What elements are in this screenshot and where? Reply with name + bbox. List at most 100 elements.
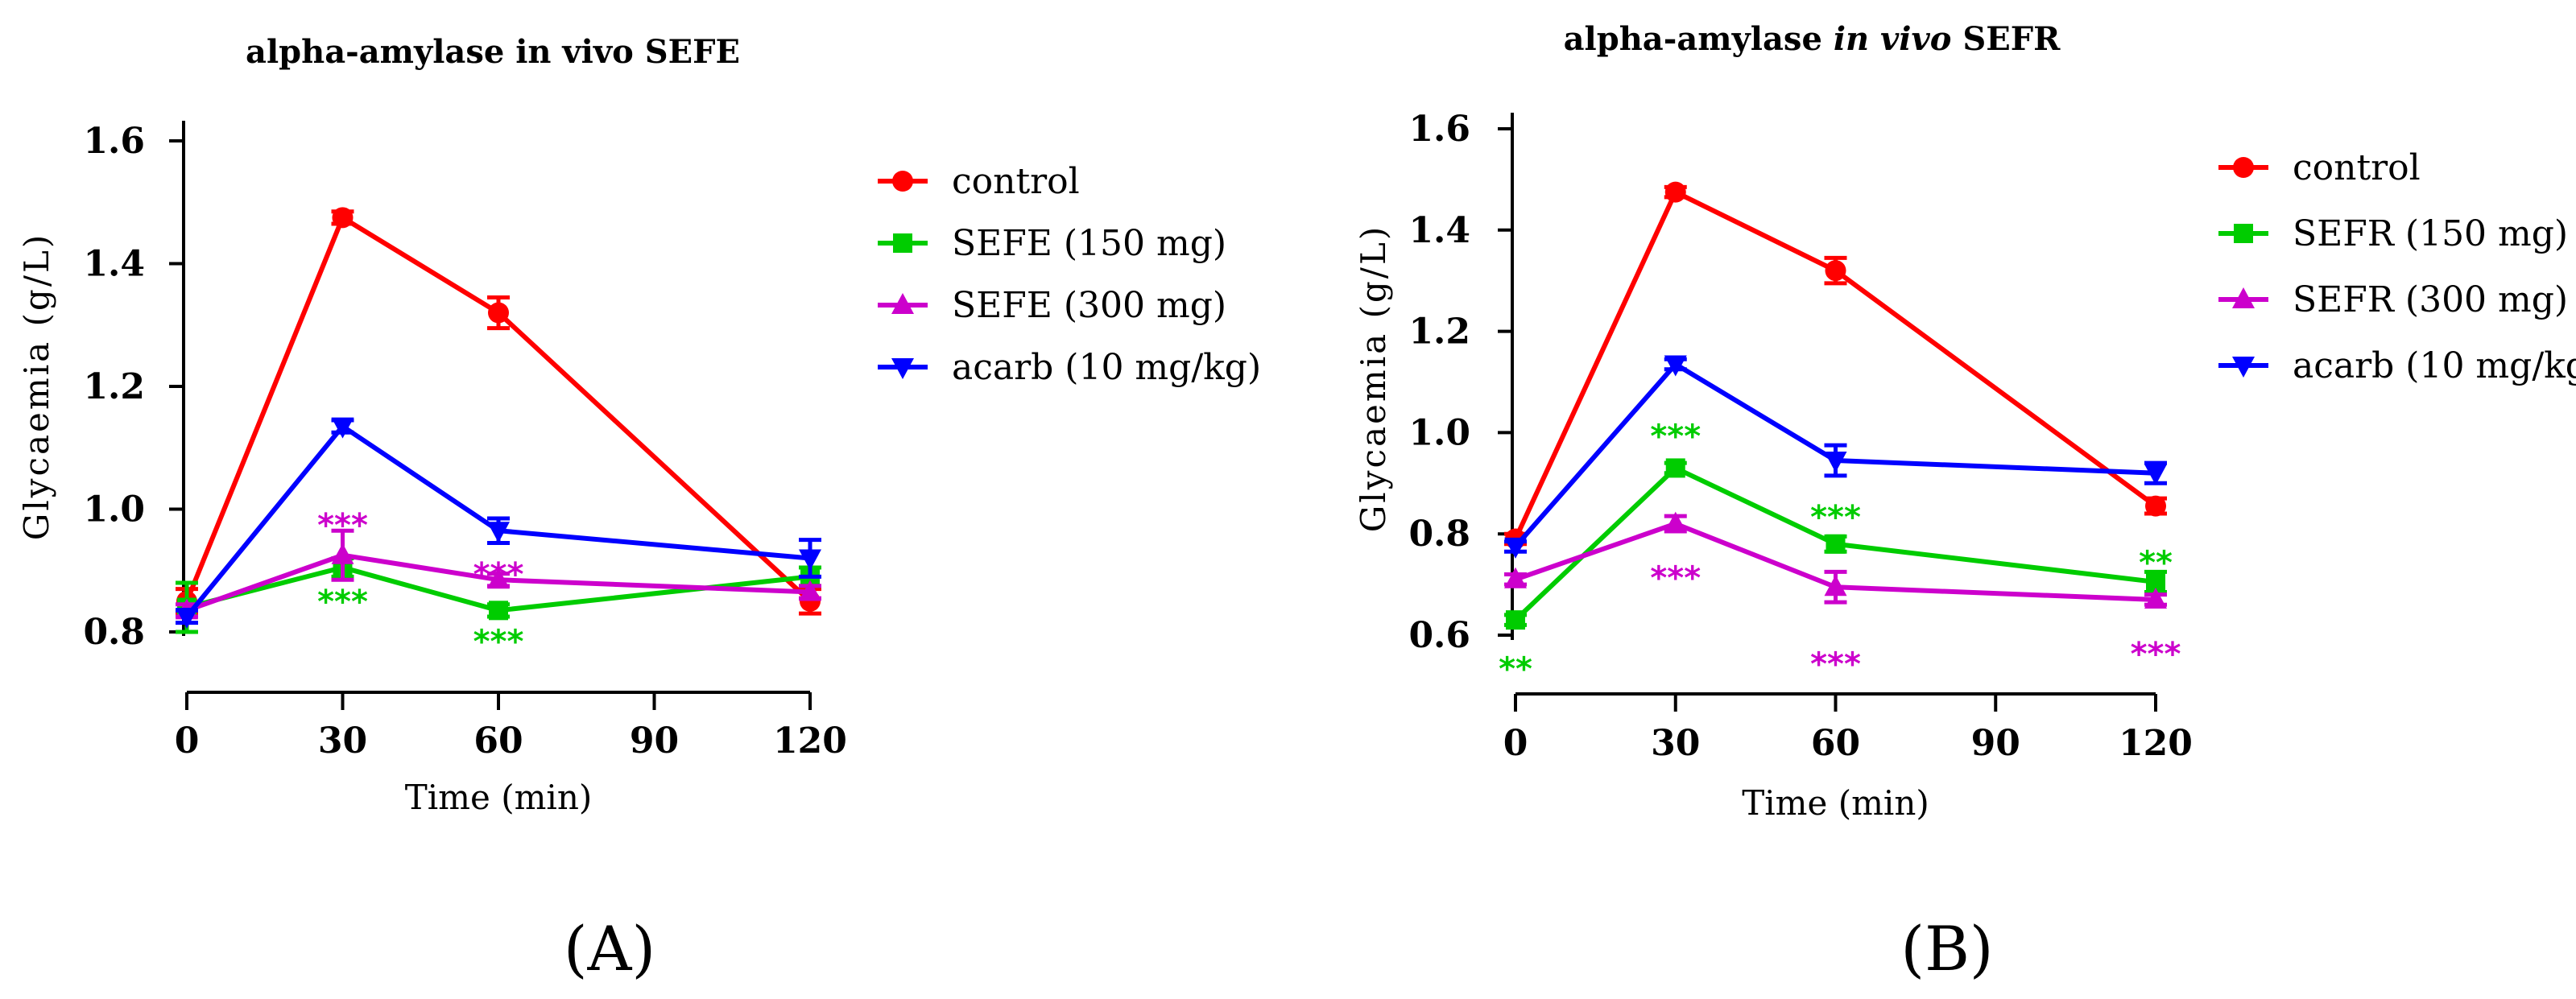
series-2 — [1504, 458, 2167, 630]
data-point — [489, 601, 508, 621]
data-point — [1506, 610, 1525, 630]
x-tick-label: 30 — [318, 720, 367, 762]
x-tick-label: 30 — [1651, 723, 1700, 764]
y-tick-label: 0.8 — [1408, 514, 1470, 555]
chart-title: alpha-amylase in vivo SEFR — [1564, 20, 2061, 58]
data-point — [1824, 575, 1847, 597]
chart-title-part: SEFR — [1951, 20, 2061, 58]
panel-b: alpha-amylase in vivo SEFR 0.6 0.8 1.0 1.2 1.… — [1354, 20, 2576, 985]
legend-label: acarb (10 mg/kg) — [2293, 345, 2576, 386]
chart-title: alpha-amylase in vivo SEFE — [246, 33, 740, 71]
data-point — [331, 417, 354, 439]
x-axis-label: Time (min) — [405, 778, 593, 817]
chart-title-part: alpha-amylase — [1564, 20, 1834, 58]
significance-label: *** — [317, 507, 368, 544]
data-point — [176, 607, 198, 629]
series-line — [1515, 521, 2156, 602]
x-axis-label: Time (min) — [1742, 783, 1929, 823]
series-line — [1513, 465, 2156, 622]
y-tick-label: 1.0 — [1408, 412, 1470, 453]
x-tick-label: 90 — [1971, 723, 2020, 764]
data-point — [1664, 181, 1686, 203]
significance-label: *** — [473, 556, 524, 593]
y-tick-label: 1.6 — [83, 121, 145, 162]
data-point — [1665, 458, 1685, 478]
y-tick-label: 1.0 — [83, 489, 145, 530]
series-4 — [176, 417, 821, 629]
legend-marker — [893, 233, 912, 253]
data-point — [2144, 587, 2167, 609]
series-line — [1513, 189, 2157, 540]
legend-label: SEFE (300 mg) — [952, 285, 1226, 326]
data-point — [487, 568, 510, 589]
data-point — [1664, 355, 1687, 377]
significance-label: ** — [2139, 545, 2173, 582]
data-point — [332, 207, 354, 229]
x-tick-label: 120 — [2119, 723, 2193, 764]
significance-label: *** — [473, 624, 524, 661]
chart-title-part: alpha-amylase in vivo SEFE — [246, 33, 740, 71]
series-line — [184, 423, 811, 618]
series-line — [184, 215, 812, 604]
legend-label: acarb (10 mg/kg) — [952, 347, 1261, 388]
panel-label: (A) — [564, 913, 655, 985]
x-tick-label: 90 — [630, 720, 679, 762]
legend-marker — [891, 358, 914, 379]
y-tick-label: 0.6 — [1408, 615, 1470, 656]
x-tick-label: 0 — [175, 720, 200, 762]
data-point — [1504, 567, 1527, 588]
x-tick-label: 60 — [1811, 723, 1860, 764]
y-tick-label: 1.6 — [1408, 109, 1470, 150]
legend-label: SEFR (300 mg) — [2293, 279, 2568, 320]
legend-marker — [2232, 357, 2255, 378]
y-tick-label: 1.4 — [83, 244, 145, 285]
series-1 — [1504, 181, 2167, 550]
significance-label: *** — [1650, 560, 1701, 597]
legend-label: control — [2293, 147, 2421, 188]
data-point — [2144, 464, 2167, 485]
legend-label: control — [952, 161, 1080, 202]
x-tick-label: 120 — [773, 720, 847, 762]
series-line — [186, 564, 811, 613]
y-tick-label: 1.2 — [83, 366, 145, 407]
legend-marker — [2233, 157, 2254, 178]
chart-title-part: in vivo — [1834, 20, 1952, 58]
data-point — [1824, 451, 1847, 473]
significance-label: *** — [1810, 499, 1861, 536]
legend-marker — [2232, 287, 2255, 308]
x-tick-label: 0 — [1503, 723, 1528, 764]
y-tick-label: 1.2 — [1408, 312, 1470, 353]
panel-a: alpha-amylase in vivo SEFE 0.8 1.0 1.2 1.4 1.… — [17, 33, 1261, 985]
legend-label: SEFR (150 mg) — [2293, 213, 2568, 254]
y-axis-label: Glycaemia (g/L) — [1354, 225, 1393, 532]
data-point — [1504, 537, 1527, 559]
data-point — [799, 580, 821, 601]
data-point — [1664, 511, 1687, 533]
data-point — [1825, 260, 1846, 282]
legend-label: SEFE (150 mg) — [952, 223, 1226, 264]
y-tick-label: 0.8 — [83, 612, 145, 653]
significance-label: *** — [317, 584, 368, 621]
data-point — [487, 522, 510, 543]
series-4 — [1504, 355, 2167, 559]
significance-label: *** — [2131, 636, 2181, 673]
x-tick-label: 60 — [473, 720, 523, 762]
series-line — [185, 552, 811, 613]
data-point — [331, 543, 354, 564]
significance-label: *** — [1810, 646, 1861, 683]
data-point — [2145, 495, 2166, 517]
legend-marker — [892, 171, 913, 192]
y-tick-label: 1.4 — [1408, 210, 1470, 251]
significance-label: *** — [1650, 418, 1701, 455]
data-point — [1826, 534, 1846, 554]
data-point — [799, 549, 821, 571]
significance-label: ** — [1499, 651, 1532, 688]
panel-label: (B) — [1900, 913, 1993, 985]
legend-marker — [891, 293, 914, 314]
series-3 — [1504, 511, 2167, 609]
series-line — [1513, 361, 2156, 548]
y-axis-label: Glycaemia (g/L) — [17, 233, 56, 540]
legend-marker — [2234, 224, 2253, 243]
data-point — [488, 302, 509, 324]
